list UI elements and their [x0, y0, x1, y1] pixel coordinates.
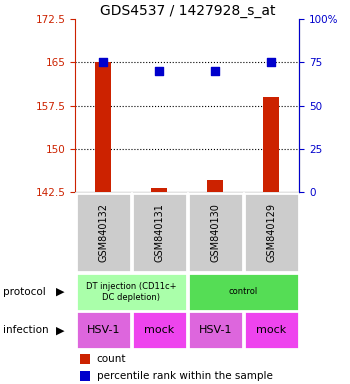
Point [212, 68, 218, 74]
Text: ▶: ▶ [56, 325, 65, 335]
Bar [80, 371, 90, 381]
Bar [244, 193, 299, 272]
Title: GDS4537 / 1427928_s_at: GDS4537 / 1427928_s_at [99, 4, 275, 18]
Bar [264, 97, 279, 192]
Text: count: count [97, 354, 126, 364]
Text: control: control [229, 287, 258, 296]
Point [100, 60, 106, 66]
Bar [76, 273, 187, 311]
Text: HSV-1: HSV-1 [198, 325, 232, 335]
Text: GSM840129: GSM840129 [266, 203, 276, 262]
Text: infection: infection [4, 325, 49, 335]
Bar [188, 273, 299, 311]
Bar [96, 63, 111, 192]
Bar [80, 354, 90, 364]
Text: HSV-1: HSV-1 [86, 325, 120, 335]
Text: GSM840131: GSM840131 [154, 203, 164, 262]
Bar [132, 311, 187, 349]
Point [156, 68, 162, 74]
Bar [188, 193, 243, 272]
Text: ▶: ▶ [56, 287, 65, 297]
Bar [152, 188, 167, 192]
Bar [132, 193, 187, 272]
Text: mock: mock [144, 325, 174, 335]
Text: protocol: protocol [4, 287, 46, 297]
Bar [76, 193, 131, 272]
Bar [76, 311, 131, 349]
Text: GSM840130: GSM840130 [210, 203, 220, 262]
Text: DT injection (CD11c+
DC depletion): DT injection (CD11c+ DC depletion) [86, 282, 176, 301]
Text: mock: mock [256, 325, 286, 335]
Bar [208, 180, 223, 192]
Text: GSM840132: GSM840132 [98, 203, 108, 262]
Bar [244, 311, 299, 349]
Text: percentile rank within the sample: percentile rank within the sample [97, 371, 272, 381]
Bar [188, 311, 243, 349]
Point [268, 60, 274, 66]
